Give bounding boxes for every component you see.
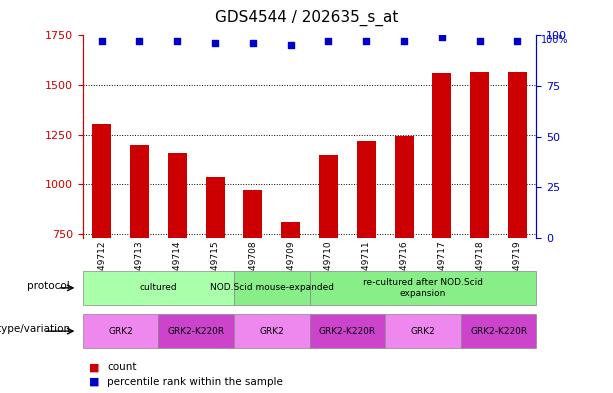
Bar	[205, 177, 224, 238]
Text: 100%: 100%	[541, 35, 568, 45]
Text: GRK2: GRK2	[411, 327, 435, 336]
Point	[97, 38, 107, 44]
Bar	[357, 141, 376, 238]
Text: NOD.Scid mouse-expanded: NOD.Scid mouse-expanded	[210, 283, 333, 292]
Point	[475, 38, 485, 44]
Text: protocol: protocol	[28, 281, 70, 291]
Bar	[319, 155, 338, 238]
Point	[324, 38, 333, 44]
Text: GDS4544 / 202635_s_at: GDS4544 / 202635_s_at	[215, 10, 398, 26]
Point	[210, 40, 220, 47]
Bar	[310, 314, 385, 348]
Bar	[470, 72, 489, 238]
Bar	[234, 314, 310, 348]
Text: cultured: cultured	[140, 283, 177, 292]
Point	[248, 40, 257, 47]
Bar	[395, 136, 414, 238]
Bar	[234, 271, 310, 305]
Text: ■: ■	[89, 362, 99, 373]
Text: ■: ■	[89, 377, 99, 387]
Bar	[130, 145, 149, 238]
Text: genotype/variation: genotype/variation	[0, 325, 70, 334]
Bar	[92, 124, 111, 238]
Bar	[432, 73, 451, 238]
Text: GRK2: GRK2	[108, 327, 133, 336]
Bar	[310, 271, 536, 305]
Bar	[281, 222, 300, 238]
Bar	[243, 190, 262, 238]
Point	[361, 38, 371, 44]
Bar	[158, 314, 234, 348]
Bar	[385, 314, 461, 348]
Bar	[461, 314, 536, 348]
Bar	[168, 153, 187, 238]
Point	[512, 38, 522, 44]
Bar	[508, 72, 527, 238]
Text: GRK2: GRK2	[259, 327, 284, 336]
Text: GRK2-K220R: GRK2-K220R	[167, 327, 225, 336]
Point	[399, 38, 409, 44]
Bar	[83, 271, 234, 305]
Text: GRK2-K220R: GRK2-K220R	[319, 327, 376, 336]
Text: percentile rank within the sample: percentile rank within the sample	[107, 377, 283, 387]
Text: GRK2-K220R: GRK2-K220R	[470, 327, 527, 336]
Text: count: count	[107, 362, 137, 373]
Bar	[83, 314, 158, 348]
Point	[437, 34, 447, 40]
Point	[134, 38, 145, 44]
Text: re-cultured after NOD.Scid
expansion: re-cultured after NOD.Scid expansion	[363, 278, 483, 298]
Point	[172, 38, 182, 44]
Point	[286, 42, 295, 49]
